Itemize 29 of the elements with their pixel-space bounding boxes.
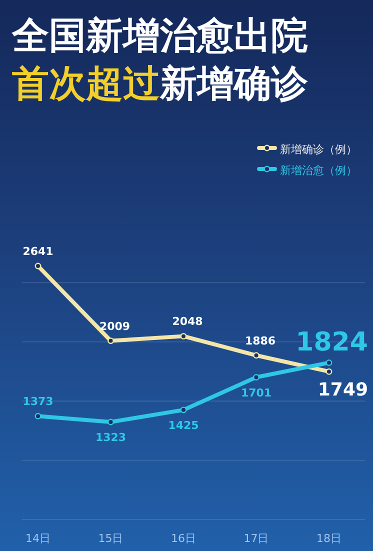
x-tick-label: 14日 — [26, 532, 50, 545]
point — [108, 338, 114, 344]
x-tick-label: 18日 — [316, 532, 342, 545]
data-label: 1701 — [240, 386, 272, 400]
data-label: 2009 — [99, 320, 130, 333]
point — [108, 418, 114, 426]
point — [253, 352, 260, 359]
data-label: 1425 — [168, 418, 199, 432]
chart-subtitle: 首次超过新增确诊 — [12, 62, 309, 105]
point — [34, 412, 42, 420]
x-tick-label: 15日 — [98, 532, 124, 545]
x-tick-label: 17日 — [244, 532, 269, 545]
data-label: 2641 — [22, 245, 54, 258]
point — [326, 368, 332, 375]
point — [253, 374, 260, 380]
point — [326, 360, 332, 366]
data-label: 1824 — [296, 328, 368, 358]
legend-label: 新增治愈（例） — [280, 164, 357, 177]
point — [34, 262, 42, 270]
point — [180, 406, 187, 414]
data-label: 2048 — [172, 315, 203, 328]
legend-label: 新增确诊（例） — [280, 143, 357, 156]
data-label: 1749 — [318, 380, 368, 401]
chart-title: 全国新增治愈出院 — [11, 14, 308, 57]
data-label: 1886 — [244, 334, 276, 348]
data-label: 1323 — [95, 431, 126, 444]
data-label: 1373 — [22, 395, 54, 408]
point — [180, 332, 187, 340]
x-tick-label: 16日 — [171, 532, 196, 545]
